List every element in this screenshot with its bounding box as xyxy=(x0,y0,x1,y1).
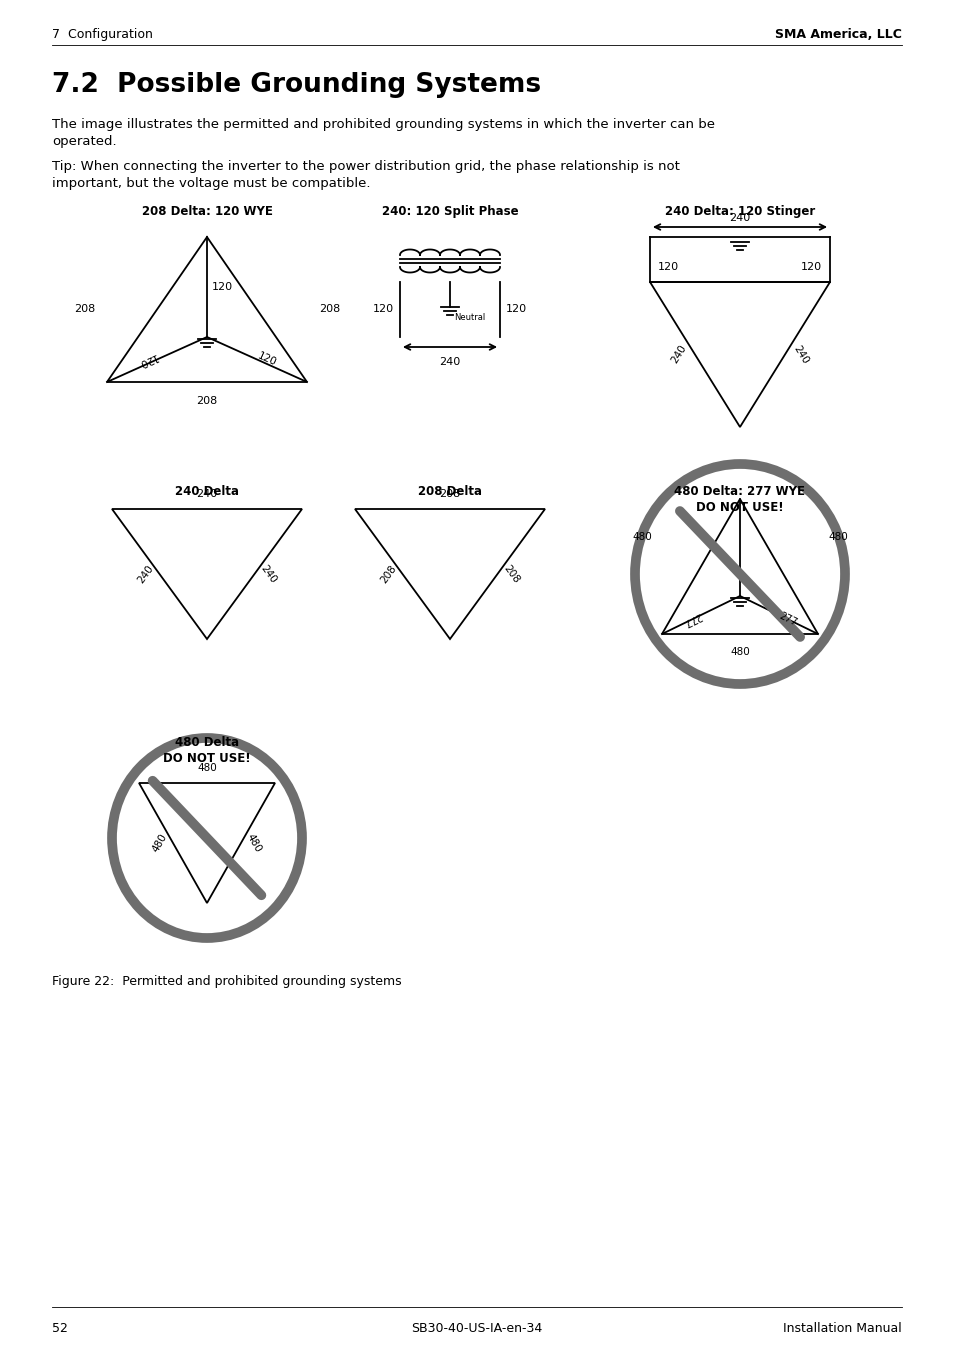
Text: 7  Configuration: 7 Configuration xyxy=(52,28,152,41)
Text: Figure 22:  Permitted and prohibited grounding systems: Figure 22: Permitted and prohibited grou… xyxy=(52,975,401,988)
Text: 480: 480 xyxy=(245,831,263,854)
Text: important, but the voltage must be compatible.: important, but the voltage must be compa… xyxy=(52,177,370,191)
Text: 480: 480 xyxy=(632,531,651,542)
Text: 240: 240 xyxy=(258,562,278,585)
Text: 240 Delta: 240 Delta xyxy=(174,485,239,498)
Text: 208: 208 xyxy=(439,489,460,499)
Text: 240: 240 xyxy=(669,343,688,365)
Text: 120: 120 xyxy=(135,352,158,368)
Text: 480 Delta: 277 WYE: 480 Delta: 277 WYE xyxy=(674,485,804,498)
Text: 240: 240 xyxy=(729,214,750,223)
Text: Neutral: Neutral xyxy=(454,312,485,322)
Text: 480: 480 xyxy=(729,648,749,657)
Text: 480: 480 xyxy=(827,531,847,542)
Text: 240: 240 xyxy=(196,489,217,499)
Text: SMA America, LLC: SMA America, LLC xyxy=(774,28,901,41)
Text: 208 Delta: 208 Delta xyxy=(417,485,481,498)
Text: 240: 120 Split Phase: 240: 120 Split Phase xyxy=(381,206,517,218)
Text: The image illustrates the permitted and prohibited grounding systems in which th: The image illustrates the permitted and … xyxy=(52,118,714,131)
Text: 120: 120 xyxy=(373,304,394,314)
Text: 120: 120 xyxy=(505,304,527,314)
Text: 240: 240 xyxy=(135,562,155,585)
Text: 277: 277 xyxy=(777,610,798,627)
Text: 52: 52 xyxy=(52,1322,68,1334)
Text: 208: 208 xyxy=(196,396,217,406)
Text: 277: 277 xyxy=(680,610,701,627)
Text: 120: 120 xyxy=(212,283,233,292)
Text: 240: 240 xyxy=(791,343,810,365)
Text: 240: 240 xyxy=(439,357,460,366)
Text: 480: 480 xyxy=(151,831,169,854)
Text: 480 Delta: 480 Delta xyxy=(174,735,239,749)
Text: 120: 120 xyxy=(800,262,821,272)
Text: Installation Manual: Installation Manual xyxy=(782,1322,901,1334)
Text: DO NOT USE!: DO NOT USE! xyxy=(163,752,251,765)
Text: 208: 208 xyxy=(73,304,95,315)
Text: 120: 120 xyxy=(658,262,679,272)
Text: 208: 208 xyxy=(501,562,521,585)
Text: 208: 208 xyxy=(378,562,398,585)
Text: 7.2  Possible Grounding Systems: 7.2 Possible Grounding Systems xyxy=(52,72,540,97)
Text: 240 Delta: 120 Stinger: 240 Delta: 120 Stinger xyxy=(664,206,814,218)
Text: 120: 120 xyxy=(255,352,277,368)
Text: 208: 208 xyxy=(318,304,340,315)
Text: SB30-40-US-IA-en-34: SB30-40-US-IA-en-34 xyxy=(411,1322,542,1334)
Text: operated.: operated. xyxy=(52,135,116,147)
Text: DO NOT USE!: DO NOT USE! xyxy=(696,502,783,514)
Text: Tip: When connecting the inverter to the power distribution grid, the phase rela: Tip: When connecting the inverter to the… xyxy=(52,160,679,173)
Text: 480: 480 xyxy=(197,763,216,773)
Text: 208 Delta: 120 WYE: 208 Delta: 120 WYE xyxy=(141,206,273,218)
